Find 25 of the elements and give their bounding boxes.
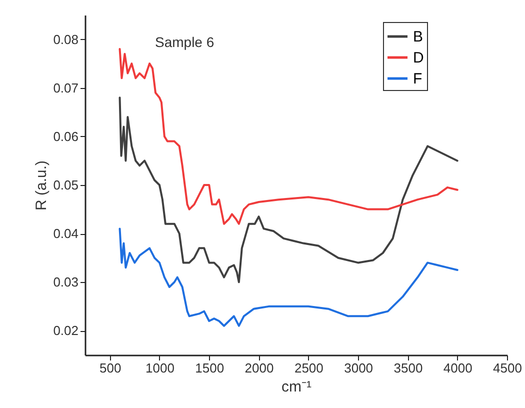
y-tick-label: 0.06 [53, 128, 78, 144]
y-tick-label: 0.04 [53, 226, 78, 242]
y-tick-label: 0.05 [53, 178, 78, 192]
legend-label: D [413, 50, 424, 66]
legend-label: B [413, 28, 424, 46]
x-axis-title: cm⁻¹ [282, 378, 312, 396]
x-tick-label: 3000 [344, 360, 374, 376]
x-tick-label: 3500 [394, 360, 423, 376]
x-tick-label: 500 [99, 360, 122, 376]
line-series [118, 228, 458, 327]
x-tick-label: 1000 [146, 360, 174, 376]
x-tick-label: 4500 [493, 360, 522, 376]
y-tick-label: 0.08 [53, 32, 78, 47]
x-tick-label: 2500 [294, 360, 324, 376]
y-tick-label: 0.07 [53, 80, 78, 96]
line-series [118, 96, 458, 284]
y-tick-label: 0.03 [53, 274, 78, 290]
annotation: Sample 6 [155, 34, 214, 50]
x-tick-label: 4000 [443, 360, 472, 376]
legend-label: F [413, 70, 422, 88]
x-tick-label: 1500 [195, 360, 224, 376]
y-tick-label: 0.02 [53, 323, 78, 338]
line-series [118, 48, 458, 225]
x-tick-label: 2000 [244, 360, 274, 376]
y-axis-title: R (a.u.) [33, 160, 50, 211]
